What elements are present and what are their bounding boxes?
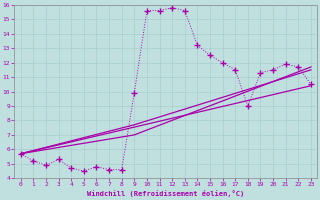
X-axis label: Windchill (Refroidissement éolien,°C): Windchill (Refroidissement éolien,°C) — [87, 190, 244, 197]
